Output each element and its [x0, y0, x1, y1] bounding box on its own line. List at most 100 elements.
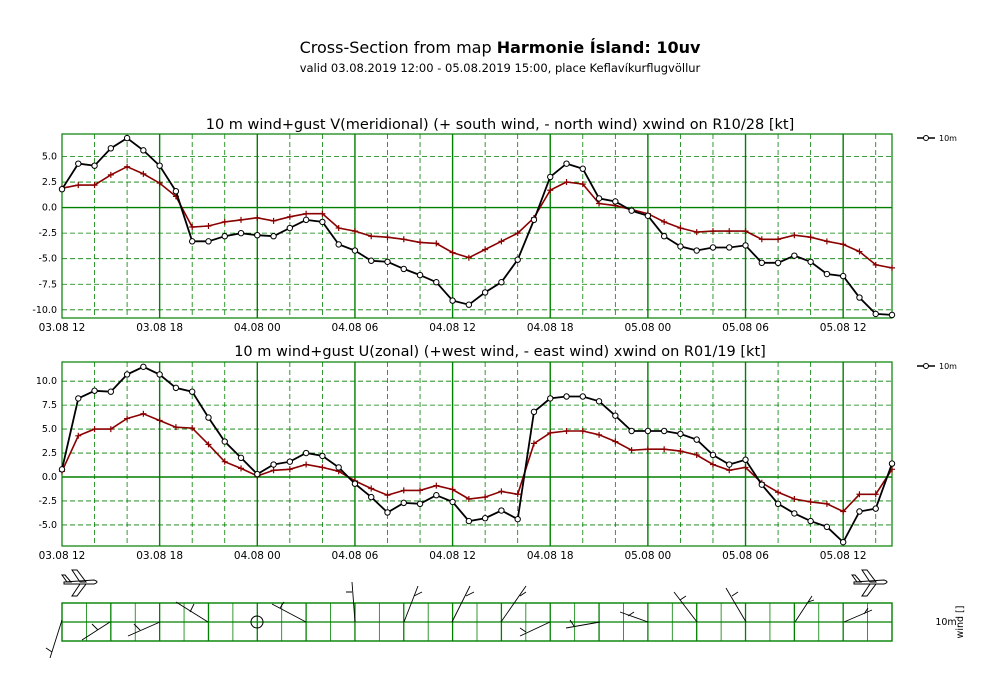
meridional-series-2-point — [124, 163, 131, 170]
meridional-series-1-point — [319, 218, 326, 226]
zonal-series-2-point — [368, 485, 375, 492]
wind-barb — [81, 621, 111, 641]
zonal-series-2-point — [205, 441, 212, 448]
zonal-series-1-point — [693, 436, 700, 443]
zonal-series-1-point — [188, 388, 196, 395]
zonal-series-2-point — [303, 461, 310, 468]
zonal-series-1-point — [774, 500, 782, 508]
meridional-xtick-label: 04.08 06 — [332, 322, 379, 334]
zonal-series-2-point — [465, 496, 472, 503]
meridional-series-2-line — [61, 165, 893, 269]
zonal-series-2-point — [498, 488, 505, 495]
meridional-series-1-point — [188, 238, 196, 245]
meridional-series-1-point — [400, 265, 407, 273]
zonal-series-2-point — [482, 494, 489, 501]
meridional-series-1-point — [75, 160, 82, 167]
meridional-series-1-point — [205, 238, 212, 245]
meridional-series-1-point — [563, 160, 570, 167]
zonal-series-1-point — [254, 470, 261, 478]
zonal-series-2-point — [726, 467, 733, 474]
zonal-series-1-point — [91, 387, 98, 394]
zonal-series-1-point — [791, 510, 798, 517]
zonal-series-1-point — [221, 438, 228, 445]
zonal-ytick-label: -5.0 — [38, 520, 57, 531]
meridional-series-1-point — [547, 173, 554, 181]
zonal-series-1-point — [579, 393, 586, 400]
meridional-series-2-point — [889, 264, 895, 271]
zonal-series-1-point — [758, 481, 766, 488]
zonal-ytick-label: 2.5 — [42, 448, 57, 459]
meridional-series-1-point — [579, 165, 586, 172]
meridional-series-2-point — [205, 223, 212, 229]
meridional-series-1-point — [107, 145, 115, 152]
meridional-series-1-point — [156, 162, 163, 169]
zonal-series-2-point — [449, 486, 456, 493]
zonal-series-2-point — [579, 428, 586, 434]
meridional-series-1-point — [856, 294, 863, 301]
meridional-series-2-point — [498, 238, 505, 245]
zonal-series-2-point — [596, 431, 603, 438]
zonal-series-1-point — [612, 412, 619, 419]
zonal-series-1-point — [123, 371, 131, 378]
meridional-series-2-point — [840, 241, 847, 248]
zonal-xtick-label: 04.08 18 — [527, 550, 574, 562]
zonal-series-2-point — [417, 487, 424, 494]
meridional-series-1-point — [595, 195, 603, 202]
wind-barb — [565, 619, 601, 629]
meridional-series-1-point — [335, 241, 342, 248]
meridional-series-2-point — [872, 261, 879, 268]
meridional-series-1-point — [172, 188, 180, 195]
zonal-series-2-point — [270, 467, 277, 474]
zonal-series-2-point — [661, 446, 668, 453]
zonal-series-1-point — [644, 427, 652, 435]
zonal-xtick-label: 05.08 06 — [722, 550, 769, 562]
zonal-xtick-label: 03.08 12 — [39, 550, 86, 562]
meridional-series-1-point — [644, 212, 652, 219]
wind-barb — [619, 611, 649, 623]
meridional-series-2-point — [709, 228, 716, 235]
meridional-series-2-point — [563, 179, 570, 186]
zonal-series-2-point — [840, 508, 847, 515]
subtitle: valid 03.08.2019 12:00 - 05.08.2019 15:0… — [299, 61, 701, 75]
meridional-legend-marker — [923, 135, 929, 141]
meridional-series-1-point — [612, 198, 619, 205]
zonal-series-2-point — [823, 500, 830, 507]
zonal-series-1-point — [433, 492, 440, 499]
meridional-series-2-point — [91, 182, 98, 189]
zonal-xtick-label: 04.08 00 — [234, 550, 281, 562]
meridional-series-2-point — [400, 236, 407, 243]
zonal-series-1-point — [302, 449, 310, 457]
meridional-series-1-point — [140, 147, 147, 154]
meridional-series-1-point — [888, 311, 896, 319]
zonal-series-1-point — [742, 456, 749, 463]
meridional-series-2-point — [661, 218, 668, 225]
meridional-series-2-point — [238, 216, 245, 223]
zonal-series-2-point — [872, 491, 879, 498]
meridional-xtick-label: 05.08 06 — [722, 322, 769, 334]
panel1-title: 10 m wind+gust V(meridional) (+ south wi… — [206, 117, 794, 133]
meridional-series-1-point — [791, 252, 798, 259]
wind-barb — [127, 621, 161, 637]
zonal-series-2-point — [319, 464, 326, 471]
zonal-series-1-point — [595, 398, 603, 405]
zonal-series-1-point — [449, 498, 456, 506]
meridional-xtick-label: 05.08 12 — [820, 322, 867, 334]
meridional-series-2-point — [449, 249, 456, 256]
zonal-xtick-label: 05.08 00 — [624, 550, 671, 562]
meridional-series-2-point — [677, 225, 684, 232]
zonal-xtick-label: 05.08 12 — [820, 550, 867, 562]
meridional-series-1-point — [351, 247, 359, 254]
zonal-xtick-label: 04.08 06 — [332, 550, 379, 562]
zonal-series-2-line — [61, 412, 893, 513]
zonal-series-1-point — [807, 517, 814, 525]
wind-barb — [794, 595, 815, 623]
meridional-xtick-label: 04.08 00 — [234, 322, 281, 334]
meridional-series-1-point — [433, 279, 440, 286]
calm-wind-circle — [250, 615, 264, 629]
zonal-series-1-point — [416, 500, 424, 508]
zonal-series-2-point — [628, 447, 635, 454]
meridional-frame — [61, 133, 893, 319]
meridional-series-1-point — [237, 229, 245, 237]
title-location: Harmonie Ísland: 10uv — [496, 38, 701, 57]
